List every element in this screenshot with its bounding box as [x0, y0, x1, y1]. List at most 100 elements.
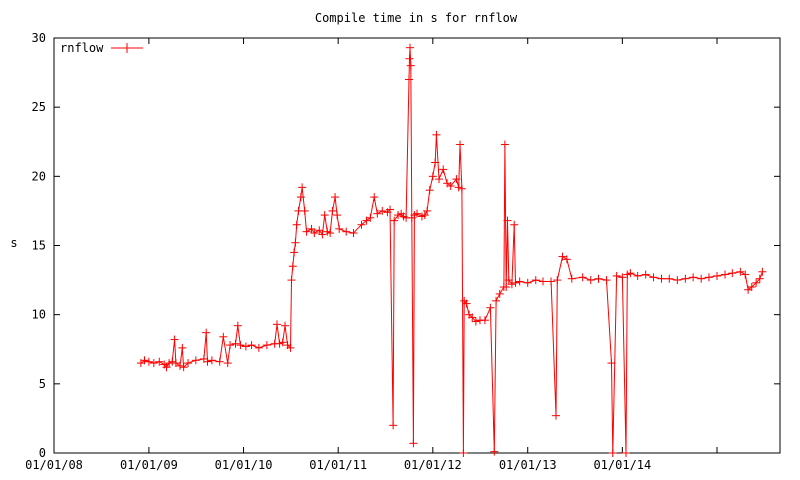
data-point	[428, 172, 437, 181]
data-point	[452, 175, 461, 184]
data-point	[328, 206, 337, 215]
data-point	[170, 335, 179, 344]
data-point	[459, 449, 468, 457]
data-point	[551, 411, 560, 420]
data-point	[191, 356, 200, 365]
data-point	[531, 276, 540, 285]
series-line-rnflow	[140, 47, 763, 454]
data-point	[510, 220, 519, 229]
data-point	[202, 328, 211, 337]
y-tick-label: 20	[32, 169, 46, 183]
data-point	[649, 273, 658, 282]
data-point	[254, 343, 263, 352]
data-point	[281, 321, 290, 330]
data-point	[507, 280, 516, 289]
data-point	[558, 252, 567, 261]
data-point	[618, 273, 627, 282]
data-point	[236, 341, 245, 350]
data-point	[578, 273, 587, 282]
y-tick-label: 25	[32, 100, 46, 114]
chart-title: Compile time in s for rnflow	[315, 11, 518, 25]
data-point	[140, 356, 149, 365]
data-point	[278, 338, 287, 347]
data-point	[405, 54, 414, 63]
y-tick-label: 10	[32, 308, 46, 322]
series-rnflow	[136, 43, 767, 457]
data-point	[736, 267, 745, 276]
data-point	[456, 140, 465, 149]
data-point	[286, 343, 295, 352]
data-point	[331, 193, 340, 202]
data-point	[310, 229, 319, 238]
data-point	[712, 271, 721, 280]
data-point	[492, 296, 501, 305]
data-point	[752, 278, 761, 287]
data-point	[307, 224, 316, 233]
data-point	[490, 447, 499, 456]
data-point	[602, 276, 611, 285]
data-point	[287, 276, 296, 285]
data-point	[502, 283, 511, 291]
data-point	[471, 317, 480, 326]
data-point	[215, 357, 224, 366]
legend: rnflow	[60, 41, 143, 55]
data-point	[462, 299, 471, 308]
data-point	[302, 227, 311, 236]
data-point	[681, 274, 690, 283]
y-tick-label: 5	[39, 377, 46, 391]
data-point	[168, 357, 177, 366]
y-tick-label: 30	[32, 31, 46, 45]
data-point	[539, 277, 548, 286]
data-point	[333, 211, 342, 220]
data-point	[357, 220, 366, 229]
data-point	[431, 158, 440, 167]
data-point	[500, 140, 509, 149]
data-point	[626, 269, 635, 278]
data-point	[657, 274, 666, 283]
data-point	[203, 357, 212, 366]
data-point	[298, 183, 307, 192]
data-point	[291, 238, 300, 247]
y-tick-label: 0	[39, 446, 46, 460]
data-point	[758, 267, 767, 276]
data-point	[296, 193, 305, 202]
data-point	[608, 449, 617, 457]
data-point	[171, 359, 180, 368]
data-point	[721, 270, 730, 279]
data-point	[425, 186, 434, 195]
data-point	[747, 283, 756, 291]
data-point	[673, 276, 682, 285]
data-point	[741, 270, 750, 279]
data-point	[233, 321, 242, 330]
axis-ticks: 0 5 10 15 20 25 30 01/01/08 01/01/09 01/01/10 01/0…	[25, 31, 780, 472]
axes	[53, 37, 781, 454]
data-point	[728, 269, 737, 278]
data-point	[386, 205, 395, 214]
data-point	[504, 276, 513, 285]
data-point	[326, 229, 335, 238]
data-point	[318, 230, 327, 239]
data-point	[226, 341, 235, 350]
data-point	[231, 339, 240, 348]
data-point	[495, 289, 504, 298]
data-point	[247, 341, 256, 350]
data-point	[594, 274, 603, 283]
data-point	[689, 273, 698, 282]
data-point	[562, 255, 571, 264]
data-point	[342, 227, 351, 236]
data-point	[144, 357, 153, 366]
data-point	[178, 343, 187, 352]
data-point	[378, 206, 387, 215]
x-tick-label: 01/01/11	[309, 458, 367, 472]
data-point	[697, 274, 706, 283]
x-tick-label: 01/01/09	[120, 458, 178, 472]
data-point	[553, 276, 562, 285]
data-point	[547, 277, 556, 286]
data-point	[446, 182, 455, 191]
data-point	[179, 363, 188, 372]
data-point	[406, 61, 415, 70]
data-point	[405, 43, 414, 52]
data-point	[612, 271, 621, 280]
data-point	[349, 229, 358, 238]
data-point	[665, 274, 674, 283]
